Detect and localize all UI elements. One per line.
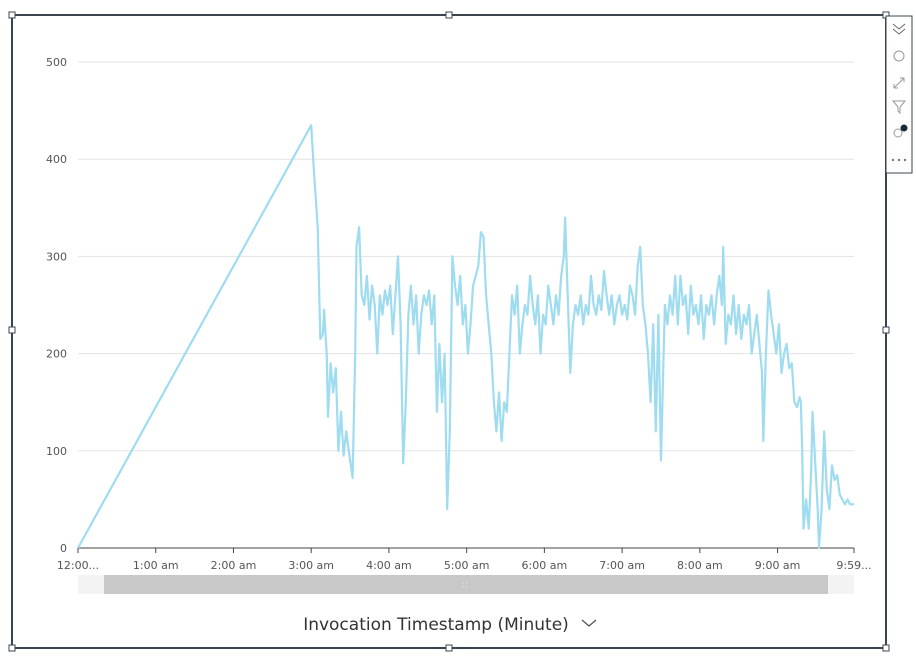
x-tick-label: 5:00 am bbox=[444, 559, 490, 572]
x-tick-label: 12:00... bbox=[57, 559, 99, 572]
collapse-icon[interactable] bbox=[892, 23, 906, 35]
x-tick-label: 4:00 am bbox=[366, 559, 412, 572]
svg-text:∷: ∷ bbox=[462, 581, 468, 591]
x-tick-label: 9:00 am bbox=[755, 559, 801, 572]
x-tick-label: 3:00 am bbox=[288, 559, 334, 572]
resize-handles[interactable] bbox=[8, 11, 890, 652]
expand-icon[interactable] bbox=[893, 77, 905, 89]
x-axis-title: Invocation Timestamp (Minute) bbox=[303, 615, 569, 635]
y-tick-label: 100 bbox=[46, 445, 67, 458]
more-icon[interactable] bbox=[891, 158, 907, 162]
visual-toolbar bbox=[885, 15, 913, 174]
x-tick-label: 2:00 am bbox=[211, 559, 257, 572]
x-tick-label: 7:00 am bbox=[599, 559, 645, 572]
y-tick-label: 200 bbox=[46, 348, 67, 361]
filter-icon[interactable] bbox=[891, 100, 907, 115]
scrollbar[interactable]: ∷ bbox=[78, 575, 854, 594]
x-tick-label: 1:00 am bbox=[133, 559, 179, 572]
data-line bbox=[77, 124, 854, 550]
insights-dot bbox=[900, 124, 908, 132]
x-tick-label: 8:00 am bbox=[677, 559, 723, 572]
axis-dropdown[interactable] bbox=[581, 619, 597, 627]
y-tick-label: 0 bbox=[60, 542, 67, 555]
y-tick-label: 400 bbox=[46, 153, 67, 166]
y-tick-label: 500 bbox=[46, 56, 67, 69]
x-tick-label: 9:59... bbox=[836, 559, 871, 572]
y-tick-label: 300 bbox=[46, 250, 67, 263]
settings-icon[interactable] bbox=[893, 50, 905, 62]
x-tick-label: 6:00 am bbox=[522, 559, 568, 572]
insights-icon[interactable] bbox=[893, 128, 903, 138]
